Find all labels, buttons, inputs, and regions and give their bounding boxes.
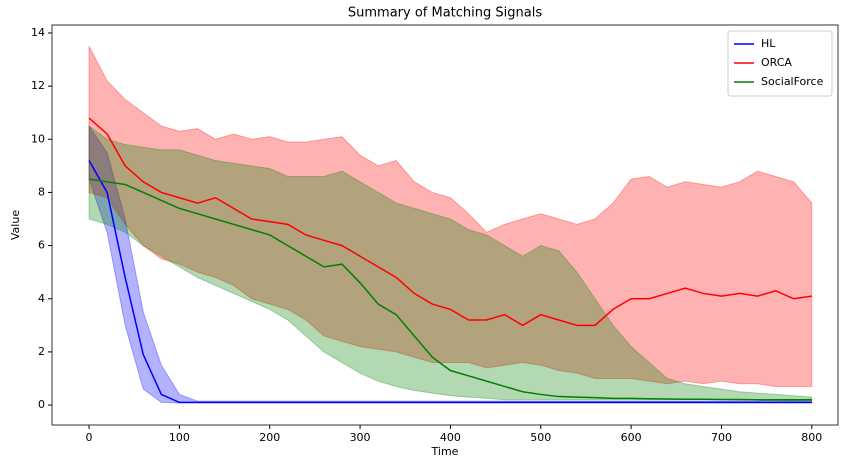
y-tick-label: 14 [31, 26, 45, 39]
y-tick-label: 10 [31, 132, 45, 145]
chart-title: Summary of Matching Signals [348, 6, 542, 21]
x-tick-label: 600 [621, 431, 642, 444]
x-tick-label: 800 [801, 431, 822, 444]
plot-frame [51, 24, 839, 426]
y-tick-label: 6 [38, 239, 45, 252]
y-tick-label: 8 [38, 185, 45, 198]
y-tick-label: 4 [38, 292, 45, 305]
band [88, 125, 813, 402]
y-tick-label: 12 [31, 79, 45, 92]
x-axis-label: Time [431, 445, 459, 458]
legend-label: ORCA [761, 56, 792, 69]
line [88, 178, 812, 401]
x-tick-label: 300 [350, 431, 371, 444]
legend-box [727, 30, 833, 97]
legend-label: HL [761, 37, 776, 50]
y-tick-label: 0 [38, 398, 45, 411]
line [88, 117, 812, 327]
x-tick-label: 200 [259, 431, 280, 444]
legend-label: SocialForce [761, 75, 824, 88]
x-tick-label: 400 [440, 431, 461, 444]
x-tick-label: 700 [711, 431, 732, 444]
x-tick-label: 500 [530, 431, 551, 444]
band [88, 46, 813, 387]
y-tick-label: 2 [38, 345, 45, 358]
x-tick-label: 100 [169, 431, 190, 444]
line [88, 160, 812, 404]
y-axis-label: Value [9, 210, 22, 240]
x-tick-label: 0 [86, 431, 93, 444]
